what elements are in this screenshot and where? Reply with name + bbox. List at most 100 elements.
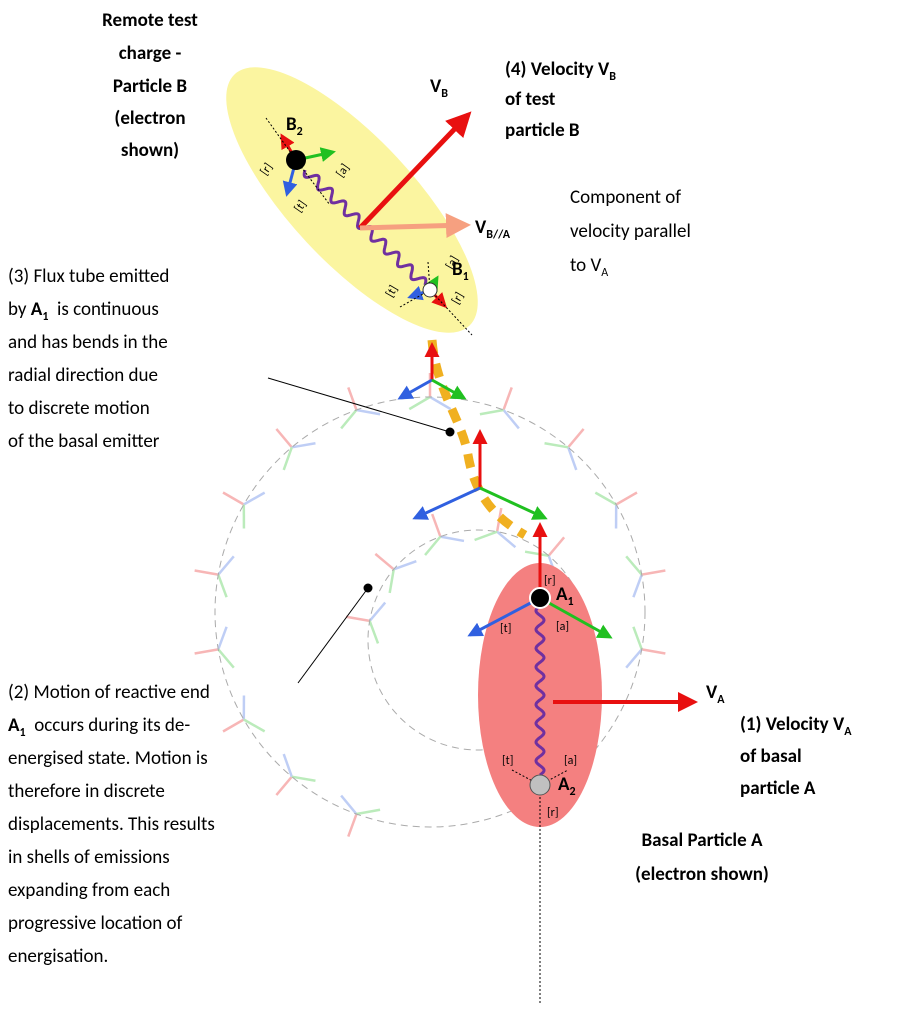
- caption-line: Remote test: [102, 9, 198, 32]
- text: occurs during its de-: [26, 714, 191, 737]
- faint-arrow: [432, 514, 440, 537]
- leader-2: [298, 588, 368, 683]
- frame-label: [t]: [502, 754, 513, 768]
- faint-arrow: [616, 493, 637, 505]
- faint-arrow: [633, 575, 641, 598]
- sub: 1: [463, 270, 469, 284]
- sub: 2: [570, 785, 576, 799]
- caption-line: in shells of emissions: [8, 846, 170, 869]
- caption-line: (1) Velocity VA: [740, 713, 852, 739]
- sub: A: [844, 725, 852, 739]
- faint-arrow: [626, 649, 642, 667]
- frame-label: [a]: [556, 620, 569, 634]
- text: (1) Velocity V: [740, 713, 845, 736]
- faint-arrow: [390, 569, 394, 593]
- caption-line: Component of: [570, 186, 681, 209]
- text: B: [286, 113, 297, 136]
- particle-b-field: [189, 32, 514, 368]
- caption-line: energised state. Motion is: [8, 747, 208, 770]
- text: V: [706, 681, 718, 704]
- caption-line: to VA: [570, 254, 608, 280]
- text: A: [558, 773, 570, 796]
- caption-line: expanding from each: [8, 879, 170, 902]
- sub: 2: [297, 125, 303, 139]
- faint-arrow: [642, 570, 666, 574]
- caption-line: charge -: [119, 42, 182, 65]
- faint-arrow: [346, 617, 370, 621]
- faint-arrow: [276, 429, 291, 447]
- faint-arrow: [633, 627, 641, 650]
- caption-line: Basal Particle A: [642, 829, 763, 852]
- faint-arrow: [475, 532, 498, 540]
- caption-line: A1 occurs during its de-: [8, 714, 190, 740]
- text: A: [31, 298, 43, 321]
- text: to V: [570, 254, 601, 277]
- faint-arrow: [409, 397, 430, 409]
- frame-label: [r]: [544, 574, 556, 588]
- caption-line: displacements. This results: [8, 813, 215, 836]
- caption-line: velocity parallel: [570, 220, 691, 243]
- sub: B: [609, 70, 616, 84]
- faint-arrow: [626, 556, 642, 574]
- leader-3-dot: [446, 428, 455, 437]
- caption-line: (electron shown): [635, 863, 769, 886]
- caption-line: by A1 is continuous: [8, 298, 159, 324]
- faint-arrow: [375, 554, 393, 569]
- faint-arrow: [568, 429, 583, 447]
- faint-arrow: [440, 537, 464, 541]
- faint-arrow: [356, 810, 380, 814]
- caption-line: shown): [121, 139, 179, 162]
- caption-line: (3) Flux tube emitted: [8, 265, 169, 288]
- flux-tube-caption: (3) Flux tube emitted by A1 is continuou…: [8, 265, 169, 453]
- vb-label: VB: [430, 75, 448, 101]
- va-label: VA: [706, 681, 725, 707]
- caption-line: of the basal emitter: [8, 430, 160, 453]
- frame-label: [r]: [547, 806, 559, 820]
- faint-arrow: [195, 649, 219, 653]
- caption-line: particle A: [740, 777, 816, 800]
- particle-a1: [530, 588, 550, 608]
- caption-line: radial direction due: [8, 364, 158, 387]
- caption-line: progressive location of: [8, 912, 183, 935]
- text: is continuous: [48, 298, 158, 321]
- text: by: [8, 298, 31, 321]
- sub: A: [717, 693, 725, 707]
- caption-line: and has bends in the: [8, 331, 168, 354]
- frame-label: [t]: [500, 622, 511, 636]
- sub: B//A: [486, 228, 511, 242]
- caption-line: energisation.: [8, 945, 108, 968]
- sub: A: [601, 266, 608, 280]
- particle-a2: [530, 775, 550, 795]
- faint-arrow: [218, 627, 226, 650]
- faint-arrow: [276, 777, 291, 795]
- faint-arrow: [642, 649, 666, 653]
- caption-line: (electron: [114, 107, 185, 130]
- faint-arrow: [480, 410, 504, 414]
- particle-b-caption: Remote test charge - Particle B (electro…: [102, 9, 198, 162]
- faint-arrow: [394, 561, 417, 569]
- text: V: [430, 75, 442, 98]
- text: A: [8, 714, 20, 737]
- faint-arrow: [348, 387, 356, 410]
- frame-label: [a]: [564, 754, 577, 768]
- text: V: [475, 216, 487, 239]
- velocity-b-caption: (4) Velocity VB: [505, 58, 616, 84]
- caption-line: Particle B: [113, 75, 187, 98]
- text: (4) Velocity V: [505, 58, 610, 81]
- sub: B: [441, 87, 448, 101]
- vbpar-label: VB//A: [475, 216, 511, 242]
- motion-caption: (2) Motion of reactive end A1 occurs dur…: [8, 681, 215, 968]
- caption-line: of basal: [740, 745, 802, 768]
- sub: 1: [568, 595, 574, 609]
- faint-arrow: [195, 570, 219, 574]
- faint-arrow: [370, 621, 378, 644]
- text: A: [556, 583, 568, 606]
- particle-b1: [423, 283, 437, 297]
- emission-shells: [195, 373, 666, 837]
- faint-arrow: [595, 493, 616, 505]
- faint-arrow: [549, 537, 564, 555]
- faint-arrow: [218, 575, 226, 598]
- faint-arrow: [223, 493, 244, 505]
- faint-arrow: [348, 814, 356, 837]
